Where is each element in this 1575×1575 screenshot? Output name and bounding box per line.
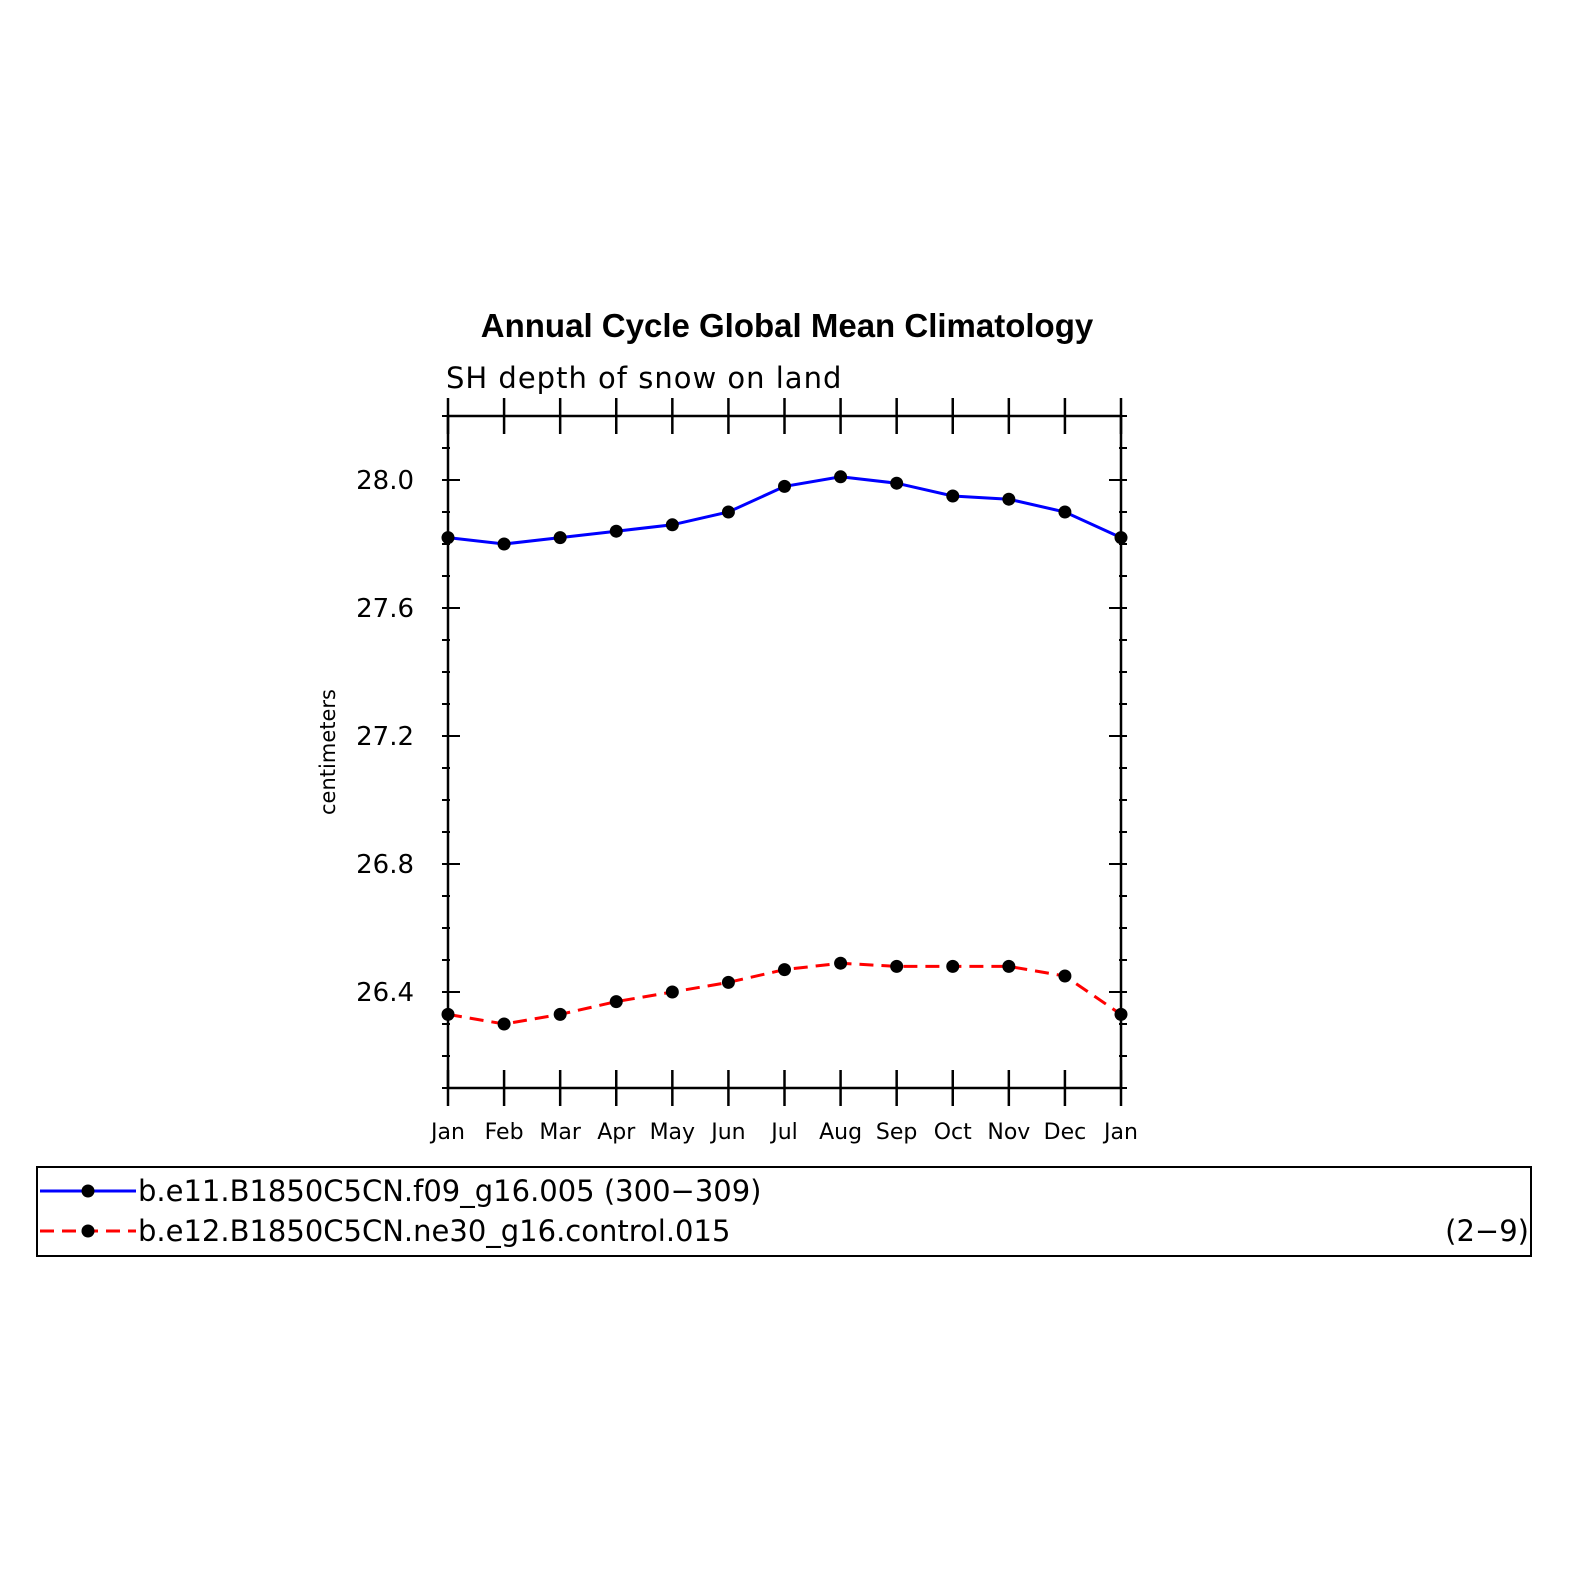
- data-point: [609, 995, 623, 1009]
- x-tick-label: May: [650, 1120, 695, 1145]
- data-point: [441, 1007, 455, 1021]
- x-tick-label: Feb: [485, 1120, 524, 1145]
- data-point: [609, 524, 623, 538]
- y-tick-label: 26.4: [356, 978, 414, 1008]
- data-point: [721, 975, 735, 989]
- x-tick-label: Jul: [769, 1120, 798, 1145]
- chart-subtitle: SH depth of snow on land: [446, 361, 842, 395]
- x-tick-label: Sep: [876, 1120, 917, 1145]
- legend-label-2: b.e12.B1850C5CN.ne30_g16.control.015: [138, 1214, 730, 1248]
- data-point: [946, 959, 960, 973]
- legend-marker: [81, 1224, 95, 1238]
- data-point: [665, 985, 679, 999]
- data-point: [1058, 505, 1072, 519]
- y-tick-label: 28.0: [356, 466, 414, 496]
- legend-box: [36, 1166, 1532, 1257]
- y-tick-label: 27.2: [356, 722, 414, 752]
- data-point: [1058, 969, 1072, 983]
- x-tick-label: Aug: [819, 1120, 862, 1145]
- plot-area: 26.4 26.8 27.2 27.6 28.0 Jan Feb Mar Apr May Jun Ju…: [356, 398, 1138, 1145]
- data-point: [497, 1017, 511, 1031]
- data-point: [441, 531, 455, 545]
- x-tick-label: Nov: [987, 1120, 1030, 1145]
- y-tick-label: 26.8: [356, 850, 414, 880]
- data-point: [665, 518, 679, 532]
- data-point: [778, 479, 791, 493]
- data-point: [553, 1007, 567, 1021]
- chart-title: Annual Cycle Global Mean Climatology: [481, 307, 1094, 344]
- data-point: [721, 505, 735, 519]
- legend-marker: [81, 1184, 95, 1198]
- data-point: [1114, 1007, 1128, 1021]
- data-point: [1002, 492, 1016, 506]
- y-axis-label: centimeters: [316, 689, 340, 815]
- x-tick-label: Oct: [934, 1120, 972, 1145]
- data-point: [834, 470, 848, 484]
- data-point: [1002, 959, 1016, 973]
- data-point: [890, 476, 904, 490]
- x-tick-label: Apr: [597, 1120, 636, 1145]
- legend: b.e11.B1850C5CN.f09_g16.005 (300−309) b.e…: [36, 1166, 1532, 1257]
- legend-label-1: b.e11.B1850C5CN.f09_g16.005 (300−309): [138, 1174, 762, 1208]
- x-tick-label: Jan: [429, 1120, 465, 1145]
- x-tick-label: Jun: [709, 1120, 745, 1145]
- legend-years-2: (2−9): [1445, 1214, 1529, 1248]
- data-point: [497, 537, 511, 551]
- x-tick-label: Mar: [539, 1120, 581, 1145]
- y-tick-label: 27.6: [356, 594, 414, 624]
- data-point: [834, 956, 848, 970]
- data-point: [946, 489, 960, 503]
- plot-frame: [446, 414, 1123, 1090]
- x-tick-label: Dec: [1044, 1120, 1087, 1145]
- data-point: [778, 963, 791, 977]
- data-point: [553, 531, 567, 545]
- data-point: [1114, 531, 1128, 545]
- data-point: [890, 959, 904, 973]
- x-tick-label: Jan: [1102, 1120, 1138, 1145]
